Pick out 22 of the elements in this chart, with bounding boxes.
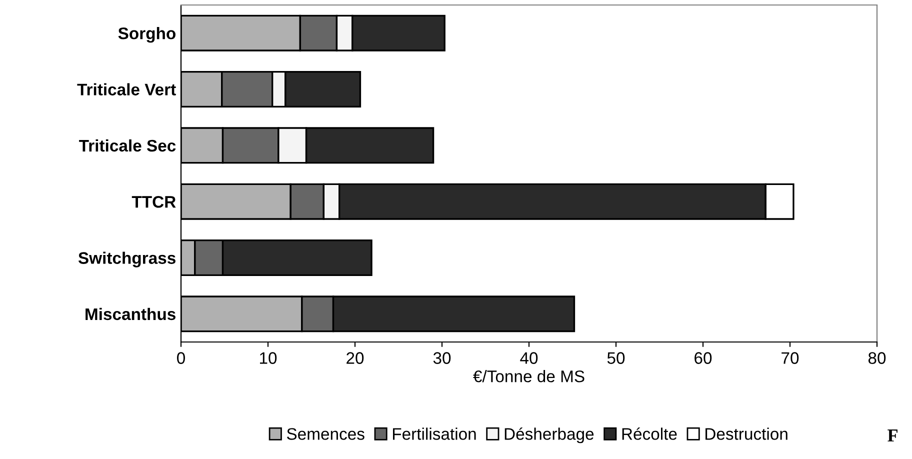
- legend-label: Semences: [286, 428, 364, 440]
- x-tick-label: 30: [433, 352, 451, 364]
- legend-label: Fertilisation: [393, 428, 476, 440]
- x-tick-label: 40: [520, 352, 538, 364]
- x-tick-label: 50: [607, 352, 625, 364]
- x-tick-label: 20: [346, 352, 364, 364]
- x-tick-label: 0: [177, 352, 185, 364]
- x-tick-label: 70: [782, 352, 799, 364]
- y-tick-label: Miscanthus: [86, 308, 176, 320]
- legend-label: Désherbage: [504, 427, 594, 444]
- y-tick-label: Sorgho: [118, 27, 176, 43]
- legend-label: Destruction: [706, 428, 788, 440]
- x-tick-label: 60: [694, 352, 712, 364]
- y-tick-label: Switchgrass: [78, 252, 176, 268]
- legend-label: Récolte: [622, 427, 677, 440]
- y-tick-label: TTCR: [132, 196, 176, 208]
- x-tick-label: 80: [868, 352, 886, 364]
- x-tick-label: 10: [260, 352, 277, 364]
- text: F: [888, 430, 898, 442]
- y-tick-label: Triticale Vert: [77, 83, 176, 96]
- y-tick-label: Triticale Sec: [79, 139, 176, 152]
- x-axis-title: €/Tonne de MS: [473, 370, 584, 382]
